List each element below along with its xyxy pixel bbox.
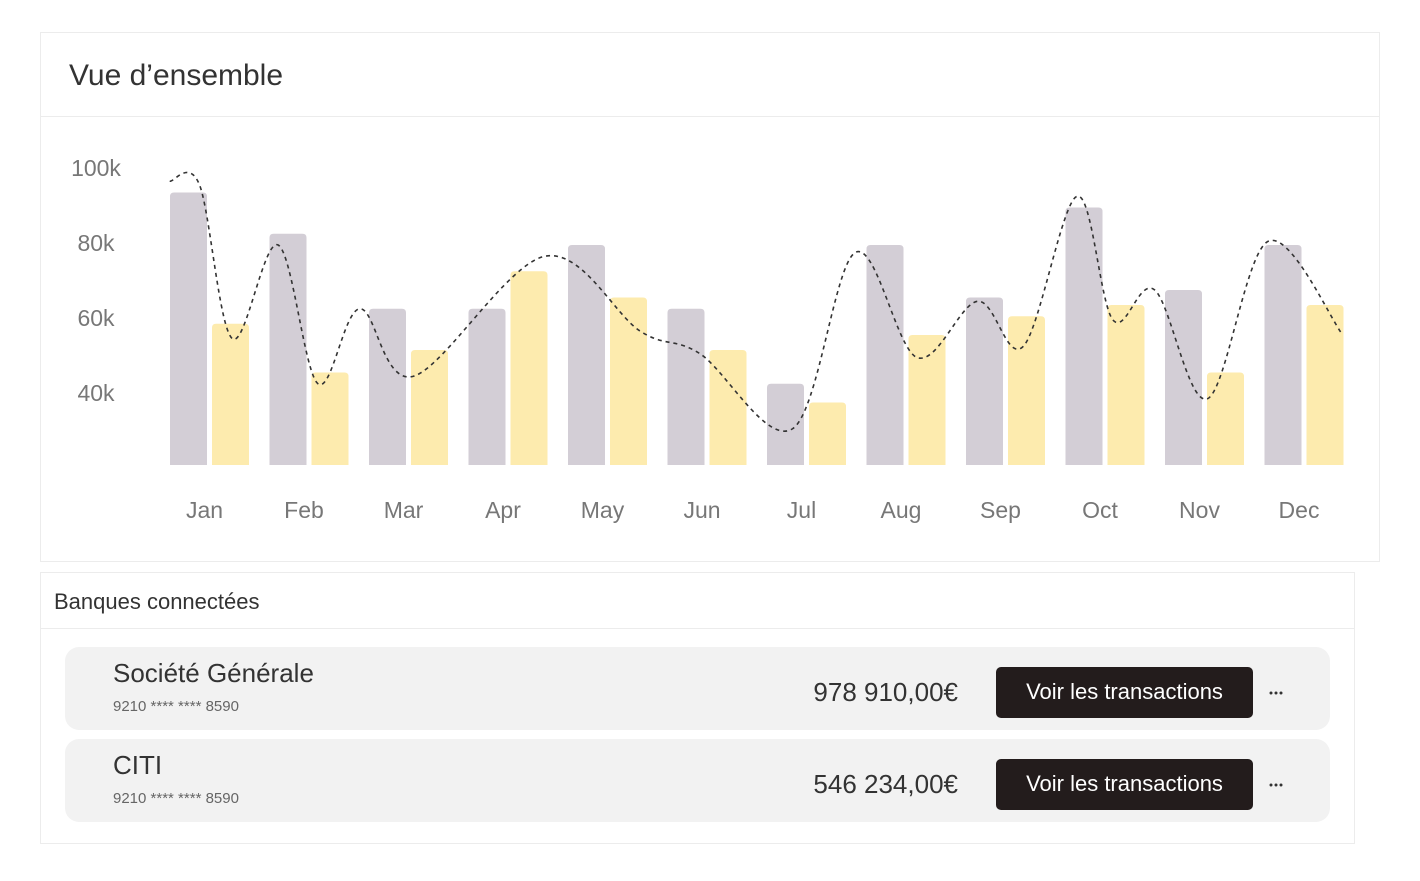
button-bg[interactable] [996, 759, 1253, 810]
bar [1207, 372, 1244, 465]
bar [1065, 207, 1103, 465]
x-tick-label: Apr [485, 497, 521, 523]
bar [866, 244, 904, 465]
button-bg[interactable] [996, 667, 1253, 718]
y-tick-label: 40k [77, 380, 115, 406]
bank-name: CITI [113, 750, 162, 780]
x-tick-label: Oct [1082, 497, 1118, 523]
y-tick-label: 80k [77, 230, 115, 256]
x-tick-label: Jun [683, 497, 720, 523]
bar [1008, 316, 1045, 465]
menu-dot[interactable] [1274, 783, 1278, 787]
menu-dot[interactable] [1269, 691, 1273, 695]
y-tick-label: 100k [71, 155, 121, 181]
trend-line [169, 171, 1344, 432]
bar [369, 308, 406, 465]
more-menu[interactable] [1269, 783, 1283, 787]
x-tick-label: Jul [787, 497, 816, 523]
bar [311, 372, 349, 465]
menu-dot[interactable] [1279, 691, 1283, 695]
bar [170, 192, 207, 465]
bar [809, 402, 846, 465]
x-tick-label: Jan [186, 497, 223, 523]
button-label[interactable]: Voir les transactions [1026, 679, 1223, 704]
bar [468, 308, 506, 465]
x-tick-label: Feb [284, 497, 324, 523]
y-tick-label: 60k [77, 305, 115, 331]
bar [510, 271, 548, 465]
bar [212, 323, 249, 465]
account-number: 9210 **** **** 8590 [113, 790, 239, 807]
bar [1306, 304, 1344, 465]
card-title: Banques connectées [54, 589, 260, 614]
x-tick-label: Sep [980, 497, 1021, 523]
bank-list: Société Générale 9210 **** **** 8590 978 9… [65, 647, 1330, 822]
bar [709, 349, 747, 465]
bar [610, 297, 647, 465]
x-tick-label: Aug [881, 497, 922, 523]
menu-dot[interactable] [1269, 783, 1273, 787]
balance: 978 910,00€ [813, 677, 958, 707]
x-tick-label: Nov [1179, 497, 1220, 523]
bar [667, 308, 705, 465]
bar [1165, 289, 1202, 465]
menu-dot[interactable] [1279, 783, 1283, 787]
x-tick-label: May [581, 497, 625, 523]
x-tick-label: Mar [384, 497, 424, 523]
view-transactions-button[interactable]: Voir les transactions [996, 759, 1253, 810]
bar [269, 233, 307, 465]
bank-name: Société Générale [113, 658, 314, 688]
button-label[interactable]: Voir les transactions [1026, 771, 1223, 796]
bar [966, 297, 1003, 465]
menu-dot[interactable] [1274, 691, 1278, 695]
bar [908, 334, 946, 465]
bar [568, 244, 605, 465]
bar [1107, 304, 1145, 465]
overview-card [40, 32, 1380, 562]
balance: 546 234,00€ [813, 769, 958, 799]
x-tick-label: Dec [1279, 497, 1320, 523]
account-number: 9210 **** **** 8590 [113, 698, 239, 715]
view-transactions-button[interactable]: Voir les transactions [996, 667, 1253, 718]
bar [411, 349, 448, 465]
bar [1264, 244, 1302, 465]
more-menu[interactable] [1269, 691, 1283, 695]
card-title: Vue d’ensemble [69, 59, 283, 92]
chart: 40k 60k 80k 100k Jan Feb Mar Apr May Jun Jul Aug Sep… [71, 155, 1344, 523]
bar [767, 383, 804, 465]
